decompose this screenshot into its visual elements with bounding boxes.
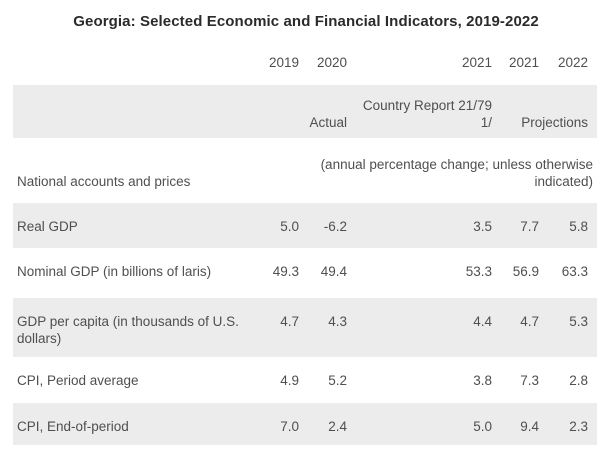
value-cell: 2.8 <box>569 373 588 388</box>
table-row-nominal-gdp: Nominal GDP (in billions of laris) 49.3 … <box>13 248 597 298</box>
value-cell: 4.7 <box>280 314 299 329</box>
row-label: Real GDP <box>17 219 78 234</box>
col-header-2021b: 2021 <box>508 55 539 70</box>
value-cell: 49.4 <box>320 264 347 279</box>
value-cell: 53.3 <box>465 264 492 279</box>
value-cell: -6.2 <box>323 219 347 234</box>
value-cell: 2.3 <box>569 419 588 434</box>
page-title: Georgia: Selected Economic and Financial… <box>73 13 539 30</box>
table-row-gdp-per-capita: GDP per capita (in thousands of U.S. dol… <box>13 298 597 357</box>
subheader-projections: Projections <box>521 115 588 130</box>
col-header-2022: 2022 <box>557 55 588 70</box>
row-label: Nominal GDP (in billions of laris) <box>17 264 212 279</box>
value-cell: 4.7 <box>520 314 539 329</box>
row-label: CPI, End-of-period <box>17 419 129 434</box>
col-header-2021a: 2021 <box>461 55 492 70</box>
value-cell: 5.2 <box>328 373 347 388</box>
value-cell: 5.0 <box>280 219 299 234</box>
country-report-line: Country Report 21/79 <box>362 98 492 113</box>
spacer-cell <box>13 85 263 138</box>
subheader-actual: Actual <box>309 115 347 130</box>
value-cell: 9.4 <box>520 419 539 434</box>
value-cell: 7.3 <box>520 373 539 388</box>
spacer-cell <box>13 45 263 85</box>
table-row-real-gdp: Real GDP 5.0 -6.2 3.5 7.7 5.8 <box>13 203 597 248</box>
section-header-row: National accounts and prices (annual per… <box>13 138 597 203</box>
value-cell: 4.3 <box>328 314 347 329</box>
value-cell: 5.0 <box>473 419 492 434</box>
section-label: National accounts and prices <box>17 174 191 189</box>
value-cell: 49.3 <box>272 264 299 279</box>
value-cell: 4.9 <box>280 373 299 388</box>
subheader-row: Actual Country Report 21/79 1/ Projectio… <box>13 85 597 138</box>
footnote-marker: 1/ <box>480 115 492 130</box>
year-header-row: 2019 2020 2021 2021 2022 <box>13 45 597 85</box>
value-cell: 3.8 <box>473 373 492 388</box>
unit-note: (annual percentage change; unless otherw… <box>320 157 593 189</box>
col-header-2019: 2019 <box>268 55 299 70</box>
value-cell: 2.4 <box>328 419 347 434</box>
row-label: GDP per capita (in thousands of U.S. dol… <box>17 314 239 346</box>
value-cell: 7.7 <box>520 219 539 234</box>
value-cell: 7.0 <box>280 419 299 434</box>
table-row-cpi-period-average: CPI, Period average 4.9 5.2 3.8 7.3 2.8 <box>13 357 597 403</box>
value-cell: 4.4 <box>473 314 492 329</box>
indicators-table: 2019 2020 2021 2021 2022 Actual Country … <box>13 45 597 445</box>
value-cell: 5.8 <box>569 219 588 234</box>
value-cell: 5.3 <box>569 314 588 329</box>
value-cell: 3.5 <box>473 219 492 234</box>
row-label: CPI, Period average <box>17 373 139 388</box>
subheader-country-report: Country Report 21/79 1/ <box>347 85 492 138</box>
table-row-cpi-end-of-period: CPI, End-of-period 7.0 2.4 5.0 9.4 2.3 <box>13 403 597 445</box>
col-header-2020: 2020 <box>316 55 347 70</box>
value-cell: 56.9 <box>512 264 539 279</box>
unit-note-cell: (annual percentage change; unless otherw… <box>263 138 597 203</box>
value-cell: 63.3 <box>561 264 588 279</box>
